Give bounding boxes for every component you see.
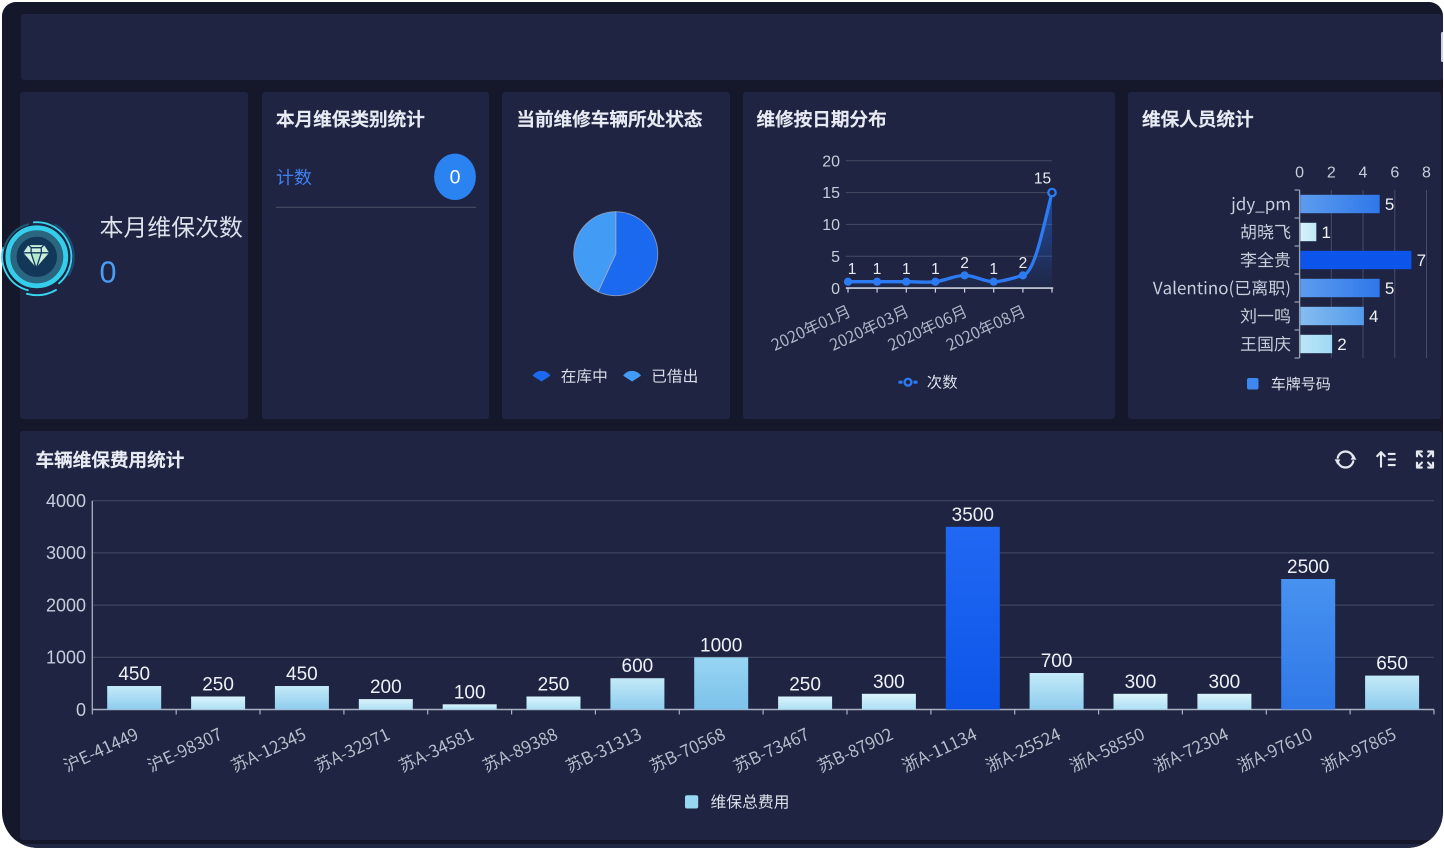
- svg-text:100: 100: [454, 682, 486, 703]
- svg-text:1: 1: [1322, 223, 1331, 242]
- svg-text:1: 1: [989, 261, 998, 278]
- svg-text:600: 600: [622, 656, 654, 677]
- svg-text:5: 5: [831, 249, 840, 266]
- svg-text:2000: 2000: [46, 595, 86, 615]
- svg-text:7: 7: [1417, 251, 1426, 270]
- svg-text:0: 0: [450, 167, 461, 189]
- svg-text:0: 0: [1295, 165, 1304, 182]
- svg-text:20: 20: [822, 153, 840, 170]
- svg-text:2: 2: [960, 255, 969, 272]
- svg-text:2: 2: [1327, 165, 1336, 182]
- svg-text:5: 5: [1385, 279, 1394, 298]
- svg-text:300: 300: [873, 672, 905, 693]
- svg-text:0: 0: [100, 256, 117, 290]
- svg-text:0: 0: [76, 700, 86, 720]
- svg-text:650: 650: [1376, 654, 1408, 675]
- svg-text:250: 250: [202, 675, 234, 696]
- svg-text:300: 300: [1209, 672, 1241, 693]
- svg-text:4: 4: [1359, 165, 1368, 182]
- svg-text:2: 2: [1337, 335, 1346, 354]
- svg-text:10: 10: [822, 217, 840, 234]
- svg-text:1: 1: [848, 261, 857, 278]
- svg-text:3500: 3500: [952, 505, 994, 526]
- svg-text:4000: 4000: [46, 491, 86, 511]
- svg-text:250: 250: [789, 675, 821, 696]
- svg-text:0: 0: [831, 281, 840, 298]
- svg-text:700: 700: [1041, 651, 1073, 672]
- svg-text:200: 200: [370, 677, 402, 698]
- svg-text:450: 450: [286, 664, 318, 685]
- svg-text:1000: 1000: [46, 648, 86, 668]
- svg-text:1: 1: [931, 261, 940, 278]
- svg-text:6: 6: [1390, 165, 1399, 182]
- svg-text:8: 8: [1422, 165, 1431, 182]
- svg-text:15: 15: [822, 185, 840, 202]
- svg-text:3000: 3000: [46, 543, 86, 563]
- svg-text:15: 15: [1034, 171, 1051, 188]
- svg-text:2: 2: [1019, 255, 1028, 272]
- svg-text:5: 5: [1385, 195, 1394, 214]
- svg-text:1: 1: [902, 261, 911, 278]
- svg-text:450: 450: [118, 664, 150, 685]
- svg-text:1: 1: [873, 261, 882, 278]
- svg-text:1000: 1000: [700, 635, 742, 656]
- svg-text:300: 300: [1125, 672, 1157, 693]
- svg-text:2500: 2500: [1287, 557, 1329, 578]
- svg-text:4: 4: [1369, 307, 1378, 326]
- svg-text:250: 250: [538, 675, 570, 696]
